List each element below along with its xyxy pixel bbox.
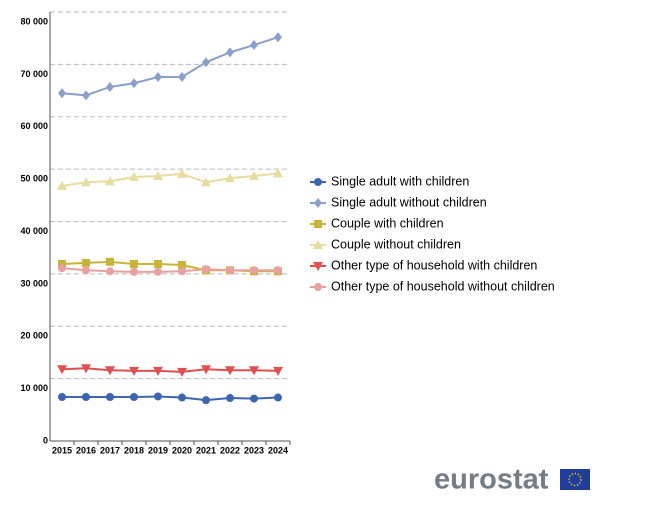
marker bbox=[314, 198, 322, 208]
logo-text: eurostat bbox=[434, 464, 549, 496]
marker bbox=[202, 396, 210, 405]
x-tick-label: 2018 bbox=[124, 445, 144, 455]
marker bbox=[201, 365, 211, 375]
legend-label: Single adult with children bbox=[331, 174, 469, 188]
marker bbox=[154, 259, 162, 268]
marker bbox=[249, 366, 259, 376]
marker bbox=[106, 257, 114, 266]
marker bbox=[58, 259, 66, 268]
marker bbox=[250, 40, 258, 51]
x-tick-label: 2016 bbox=[76, 445, 96, 455]
marker bbox=[81, 177, 91, 187]
marker bbox=[226, 394, 234, 403]
marker bbox=[202, 265, 210, 274]
marker bbox=[226, 266, 234, 275]
marker bbox=[130, 393, 138, 402]
y-tick-label: 0 bbox=[43, 435, 48, 445]
legend-label: Single adult without children bbox=[331, 195, 487, 209]
marker bbox=[58, 88, 66, 99]
marker bbox=[313, 240, 323, 249]
y-tick-label: 80 000 bbox=[20, 16, 48, 26]
marker bbox=[202, 57, 210, 68]
marker bbox=[314, 178, 322, 186]
marker bbox=[58, 393, 66, 402]
marker bbox=[57, 365, 67, 375]
series-line bbox=[62, 395, 279, 402]
y-tick-label: 20 000 bbox=[20, 331, 48, 341]
marker bbox=[82, 266, 90, 275]
marker bbox=[82, 90, 90, 101]
y-tick-label: 10 000 bbox=[20, 383, 48, 393]
flag-field bbox=[560, 469, 590, 490]
y-tick-label: 40 000 bbox=[20, 226, 48, 236]
x-tick-label: 2015 bbox=[52, 445, 72, 455]
flag-stars bbox=[568, 472, 582, 487]
x-tick-label: 2024 bbox=[268, 445, 288, 455]
legend-label: Couple with children bbox=[331, 216, 444, 230]
x-tick-label: 2017 bbox=[100, 445, 120, 455]
marker bbox=[313, 262, 323, 271]
x-tick-label: 2023 bbox=[244, 445, 264, 455]
marker bbox=[225, 366, 235, 376]
marker bbox=[106, 393, 114, 402]
marker bbox=[225, 173, 235, 183]
series-line bbox=[61, 367, 279, 373]
legend-label: Other type of household with children bbox=[331, 258, 537, 272]
marker bbox=[274, 32, 282, 43]
marker bbox=[273, 168, 283, 178]
x-tick-label: 2019 bbox=[148, 445, 168, 455]
marker bbox=[154, 267, 162, 276]
series-line bbox=[61, 36, 279, 97]
marker bbox=[81, 364, 91, 374]
marker bbox=[154, 392, 162, 401]
marker bbox=[82, 393, 90, 402]
marker bbox=[250, 266, 258, 275]
marker bbox=[106, 81, 114, 92]
marker bbox=[154, 71, 162, 82]
marker bbox=[178, 261, 186, 270]
marker bbox=[226, 47, 234, 58]
marker bbox=[153, 170, 163, 180]
marker bbox=[178, 71, 186, 82]
marker bbox=[314, 283, 322, 291]
y-tick-label: 70 000 bbox=[20, 69, 48, 79]
marker bbox=[177, 367, 187, 377]
marker bbox=[201, 177, 211, 187]
marker bbox=[130, 78, 138, 89]
marker bbox=[274, 266, 282, 275]
marker bbox=[153, 366, 163, 376]
legend-label: Couple without children bbox=[331, 237, 461, 251]
marker bbox=[129, 172, 139, 182]
marker bbox=[129, 366, 139, 376]
marker bbox=[178, 393, 186, 402]
marker bbox=[249, 170, 259, 180]
marker bbox=[105, 176, 115, 186]
y-tick-label: 60 000 bbox=[20, 121, 48, 131]
eu-flag bbox=[560, 469, 590, 490]
marker bbox=[130, 259, 138, 268]
x-tick-label: 2021 bbox=[196, 445, 216, 455]
series-line bbox=[61, 172, 279, 187]
x-tick-label: 2020 bbox=[172, 445, 192, 455]
marker bbox=[130, 267, 138, 276]
series-line bbox=[61, 267, 278, 273]
marker bbox=[274, 393, 282, 402]
marker bbox=[106, 267, 114, 276]
marker bbox=[273, 366, 283, 376]
x-tick-label: 2022 bbox=[220, 445, 240, 455]
marker bbox=[314, 220, 322, 228]
marker bbox=[82, 258, 90, 267]
y-tick-label: 30 000 bbox=[20, 278, 48, 288]
marker bbox=[177, 168, 187, 178]
y-tick-label: 50 000 bbox=[20, 174, 48, 184]
legend-label: Other type of household without children bbox=[331, 279, 555, 293]
marker bbox=[57, 180, 67, 190]
marker bbox=[58, 264, 66, 273]
marker bbox=[178, 267, 186, 276]
marker bbox=[105, 366, 115, 376]
marker bbox=[250, 394, 258, 403]
